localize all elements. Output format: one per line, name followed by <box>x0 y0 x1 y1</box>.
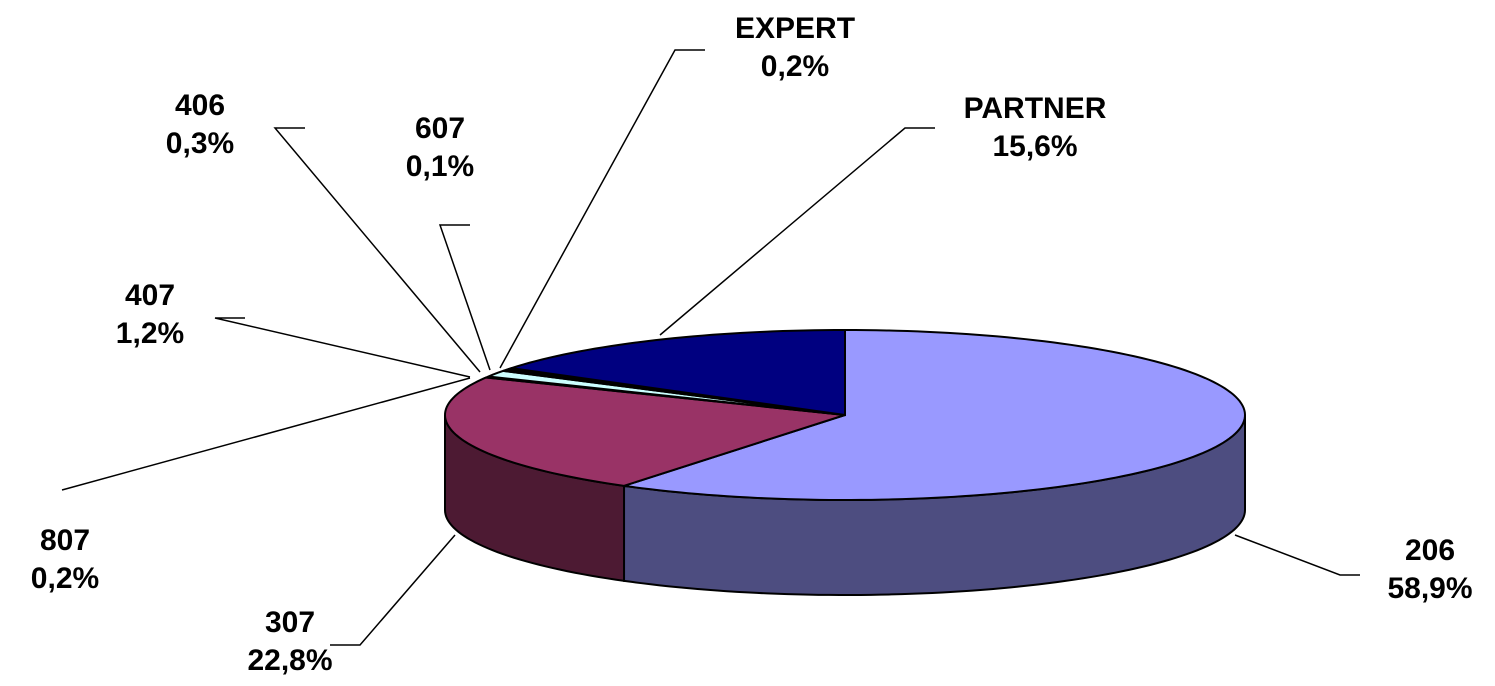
leader-line <box>61 377 471 491</box>
slice-value-label: 15,6% <box>992 130 1077 163</box>
slice <box>623 328 1246 501</box>
leader-line <box>499 49 705 369</box>
slice <box>510 328 846 417</box>
leader-line <box>438 224 491 371</box>
slice-value-label: 0,2% <box>31 562 99 595</box>
slice-value-label: 22,8% <box>247 644 332 677</box>
slice-label: EXPERT <box>735 12 855 45</box>
leader-line <box>273 127 481 373</box>
leader-line <box>330 534 456 646</box>
slice-value-label: 0,1% <box>406 150 474 183</box>
slice-label: 407 <box>125 279 175 312</box>
leader-line <box>1234 534 1360 576</box>
slice-label: 406 <box>175 89 225 122</box>
leader-line <box>659 127 935 336</box>
slice-label: PARTNER <box>964 92 1107 125</box>
slice-value-label: 0,2% <box>761 50 829 83</box>
slice-label: 607 <box>415 112 465 145</box>
slice-value-label: 1,2% <box>116 317 184 350</box>
slice-label: 307 <box>265 606 315 639</box>
leader-line <box>214 317 471 378</box>
slice-value-label: 0,3% <box>166 127 234 160</box>
slice-value-label: 58,9% <box>1387 572 1472 605</box>
slice-label: 807 <box>40 524 90 557</box>
slice-label: 206 <box>1405 534 1455 567</box>
